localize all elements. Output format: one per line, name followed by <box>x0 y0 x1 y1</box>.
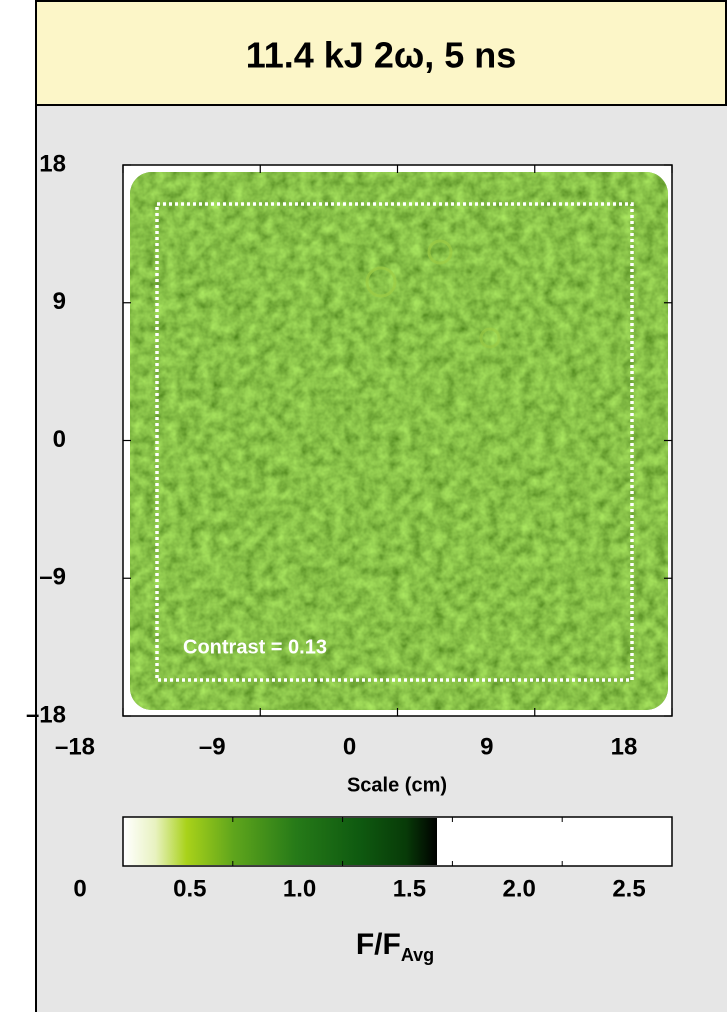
colorbar-tick-label: 0 <box>73 875 86 902</box>
colorbar-label-main: F/F <box>356 928 401 961</box>
plot-area: Contrast = 0.13 <box>123 165 672 716</box>
y-tick-label: 18 <box>39 150 66 177</box>
x-tick-label: –18 <box>55 733 95 760</box>
y-tick-label: –18 <box>26 701 66 728</box>
y-tick-label: 0 <box>53 426 66 453</box>
x-tick-label: 9 <box>480 733 493 760</box>
colorbar-tick-label: 0.5 <box>173 875 206 902</box>
y-tick-label: 9 <box>53 288 66 315</box>
colorbar-tick-label: 2.0 <box>503 875 536 902</box>
colorbar-tick-label: 1.0 <box>283 875 316 902</box>
y-tick-label: –9 <box>39 564 66 591</box>
annotation: Contrast = 0.13 <box>183 636 327 658</box>
colorbar-tick-label: 1.5 <box>393 875 426 902</box>
x-tick-label: –9 <box>199 733 226 760</box>
figure: 11.4 kJ 2ω, 5 ns Contrast = 0.13 Scale (… <box>0 0 727 1012</box>
heatmap-texture <box>130 172 668 710</box>
x-axis-label: Scale (cm) <box>347 774 447 796</box>
colorbar-gradient <box>124 818 437 865</box>
colorbar-label-sub: Avg <box>401 945 434 965</box>
colorbar-tick-label: 2.5 <box>612 875 645 902</box>
x-tick-label: 0 <box>343 733 356 760</box>
chart-title: 11.4 kJ 2ω, 5 ns <box>246 35 517 76</box>
x-tick-label: 18 <box>611 733 638 760</box>
